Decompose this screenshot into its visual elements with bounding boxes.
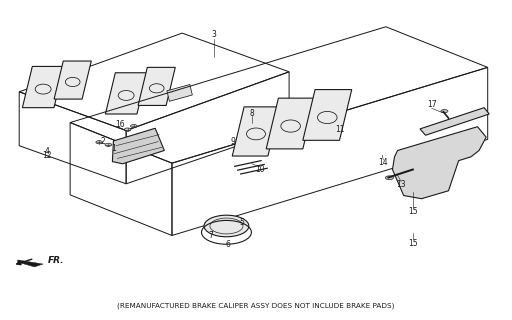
Text: 7: 7 — [209, 231, 214, 240]
Polygon shape — [113, 128, 164, 164]
Text: 1: 1 — [111, 144, 116, 153]
Ellipse shape — [386, 176, 394, 180]
Polygon shape — [303, 90, 352, 140]
Polygon shape — [23, 67, 64, 108]
Ellipse shape — [124, 128, 131, 131]
Text: 10: 10 — [255, 165, 265, 174]
Text: (REMANUFACTURED BRAKE CALIPER ASSY DOES NOT INCLUDE BRAKE PADS): (REMANUFACTURED BRAKE CALIPER ASSY DOES … — [117, 302, 395, 308]
Text: 11: 11 — [335, 125, 345, 134]
Polygon shape — [167, 84, 193, 101]
Text: 13: 13 — [396, 180, 406, 189]
Polygon shape — [105, 73, 147, 114]
Polygon shape — [420, 108, 489, 135]
Text: 2: 2 — [101, 137, 105, 146]
Ellipse shape — [96, 141, 102, 144]
Text: 17: 17 — [427, 100, 437, 109]
Text: 3: 3 — [212, 30, 217, 39]
Polygon shape — [232, 107, 280, 156]
Polygon shape — [54, 61, 91, 99]
Polygon shape — [393, 127, 486, 199]
Polygon shape — [138, 68, 175, 105]
Text: FR.: FR. — [48, 256, 65, 265]
Text: 12: 12 — [42, 151, 52, 160]
Text: 4: 4 — [45, 147, 50, 156]
Polygon shape — [266, 98, 315, 149]
Ellipse shape — [131, 124, 137, 128]
Ellipse shape — [105, 143, 112, 146]
Text: 14: 14 — [378, 158, 388, 167]
Text: 16: 16 — [115, 120, 124, 129]
Text: 5: 5 — [239, 218, 244, 227]
Text: 9: 9 — [230, 137, 236, 146]
Ellipse shape — [441, 109, 448, 113]
Text: 15: 15 — [408, 239, 418, 248]
Text: 8: 8 — [249, 108, 254, 117]
Polygon shape — [18, 260, 43, 267]
Text: 6: 6 — [226, 240, 230, 249]
Ellipse shape — [204, 215, 249, 237]
Text: 15: 15 — [408, 207, 418, 216]
